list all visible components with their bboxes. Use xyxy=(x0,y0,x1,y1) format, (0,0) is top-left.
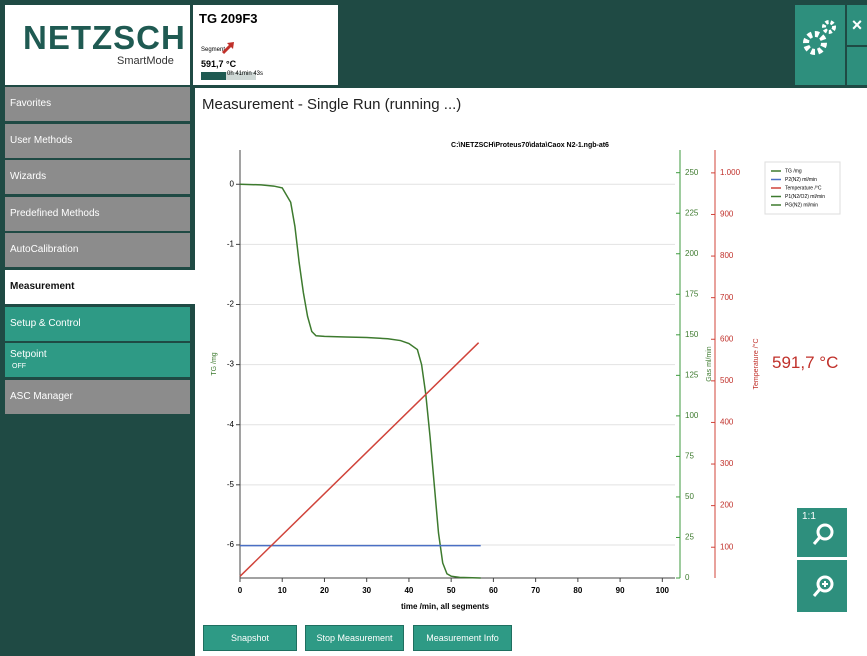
legend-label: TG /mg xyxy=(785,168,802,174)
y3-axis-label: Temperature /°C xyxy=(752,338,760,389)
x-tick-label: 80 xyxy=(573,586,582,595)
x-tick-label: 70 xyxy=(531,586,540,595)
legend-label: P2(N2) ml/min xyxy=(785,177,817,183)
gear-icon xyxy=(803,20,836,55)
chart-title: C:\NETZSCH\Proteus70\data\Caox N2-1.ngb-… xyxy=(451,142,609,149)
sidebar-label: User Methods xyxy=(10,134,73,146)
action-button[interactable]: Snapshot xyxy=(203,625,297,651)
sidebar-item[interactable] xyxy=(5,87,190,121)
sidebar-label: Wizards xyxy=(10,171,47,183)
legend-label: PG(N2) ml/min xyxy=(785,202,818,208)
sidebar-label: Setpoint xyxy=(10,349,47,361)
series-line xyxy=(239,183,481,579)
current-temperature: 591,7 °C xyxy=(772,353,839,372)
x-tick-label: 10 xyxy=(278,586,287,595)
legend-label: P1(N2/O2) ml/min xyxy=(785,194,825,200)
progress-fill xyxy=(201,72,226,80)
y-tick-label: -3 xyxy=(227,360,235,369)
y2-tick-label: 250 xyxy=(685,168,699,177)
y3-tick-label: 400 xyxy=(720,418,734,427)
sidebar-item[interactable] xyxy=(5,306,190,341)
sidebar-label: AutoCalibration xyxy=(10,244,79,256)
sidebar-label: Measurement xyxy=(10,281,75,292)
zoom-icon xyxy=(812,523,834,545)
sidebar-sublabel: OFF xyxy=(12,363,26,371)
sidebar-item[interactable] xyxy=(5,160,190,195)
y2-tick-label: 25 xyxy=(685,533,694,542)
elapsed-time: 0h 41min 43s xyxy=(227,71,264,77)
y3-tick-label: 300 xyxy=(720,459,734,468)
instrument-box: TG 209F3 Segment 591,7 °C 0h 41min 43s xyxy=(193,5,338,85)
sidebar-label: Setup & Control xyxy=(10,317,81,329)
logo-box: NETZSCH SmartMode xyxy=(5,5,190,85)
progress-track xyxy=(201,72,256,80)
y2-tick-label: 200 xyxy=(685,249,699,258)
legend-label: Temperature /°C xyxy=(785,185,822,191)
y2-axis-label: Gas ml/min xyxy=(706,346,713,382)
logo-mode: SmartMode xyxy=(117,55,174,67)
x-tick-label: 0 xyxy=(238,586,243,595)
heating-arrow xyxy=(221,42,234,55)
instrument-temperature: 591,7 °C xyxy=(201,59,237,69)
y3-tick-label: 900 xyxy=(720,210,734,219)
series-line xyxy=(239,342,480,577)
y2-tick-label: 150 xyxy=(685,330,699,339)
sidebar-label: Favorites xyxy=(10,98,52,109)
y3-tick-label: 200 xyxy=(720,501,734,510)
zoom-in-icon xyxy=(812,575,834,597)
y3-tick-label: 700 xyxy=(720,293,734,302)
main-panel xyxy=(195,88,867,656)
page-title: Measurement - Single Run (running ...) xyxy=(202,96,462,113)
segment-label: Segment xyxy=(201,47,226,53)
action-button[interactable]: Measurement Info xyxy=(413,625,512,651)
y3-tick-label: 500 xyxy=(720,376,734,385)
y2-tick-label: 75 xyxy=(685,452,694,461)
y3-tick-label: 1.000 xyxy=(720,168,741,177)
sidebar-label: ASC Manager xyxy=(10,390,73,402)
x-tick-label: 40 xyxy=(404,586,413,595)
settings-button[interactable] xyxy=(795,5,845,85)
y-tick-label: -2 xyxy=(227,300,235,309)
sidebar-item[interactable] xyxy=(5,379,190,414)
sidebar-item[interactable] xyxy=(5,270,195,304)
zoom-label: 1:1 xyxy=(802,511,816,522)
zoom-in-button[interactable] xyxy=(797,560,847,612)
x-tick-label: 100 xyxy=(656,586,670,595)
sidebar-item[interactable] xyxy=(5,233,190,268)
y2-tick-label: 175 xyxy=(685,289,699,298)
sidebar-item[interactable] xyxy=(5,343,190,378)
y2-tick-label: 0 xyxy=(685,573,690,582)
fullscreen-button[interactable] xyxy=(847,47,867,85)
x-tick-label: 90 xyxy=(616,586,625,595)
x-axis-label: time /min, all segments xyxy=(401,602,490,611)
x-tick-label: 60 xyxy=(489,586,498,595)
y2-tick-label: 225 xyxy=(685,208,699,217)
y-tick-label: -1 xyxy=(227,239,235,248)
y-tick-label: -4 xyxy=(227,420,235,429)
zoom-reset-button[interactable]: 1:1 xyxy=(797,508,847,557)
sidebar-item[interactable] xyxy=(5,196,190,231)
y-tick-label: -5 xyxy=(227,480,235,489)
y2-tick-label: 100 xyxy=(685,411,699,420)
y3-tick-label: 800 xyxy=(720,251,734,260)
y3-tick-label: 100 xyxy=(720,542,734,551)
y3-tick-label: 600 xyxy=(720,334,734,343)
x-tick-label: 30 xyxy=(362,586,371,595)
logo-brand: NETZSCH xyxy=(23,19,186,56)
y-tick-label: -6 xyxy=(227,540,235,549)
sidebar-label: Predefined Methods xyxy=(10,207,100,219)
y2-tick-label: 125 xyxy=(685,370,699,379)
action-button[interactable]: Stop Measurement xyxy=(305,625,404,651)
x-tick-label: 20 xyxy=(320,586,329,595)
y-tick-label: 0 xyxy=(230,179,235,188)
instrument-name: TG 209F3 xyxy=(199,11,258,26)
close-button[interactable]: × xyxy=(847,5,867,45)
x-tick-label: 50 xyxy=(447,586,456,595)
y2-tick-label: 50 xyxy=(685,492,694,501)
sidebar-item[interactable] xyxy=(5,123,190,158)
y-axis-label: TG /mg xyxy=(211,352,218,375)
